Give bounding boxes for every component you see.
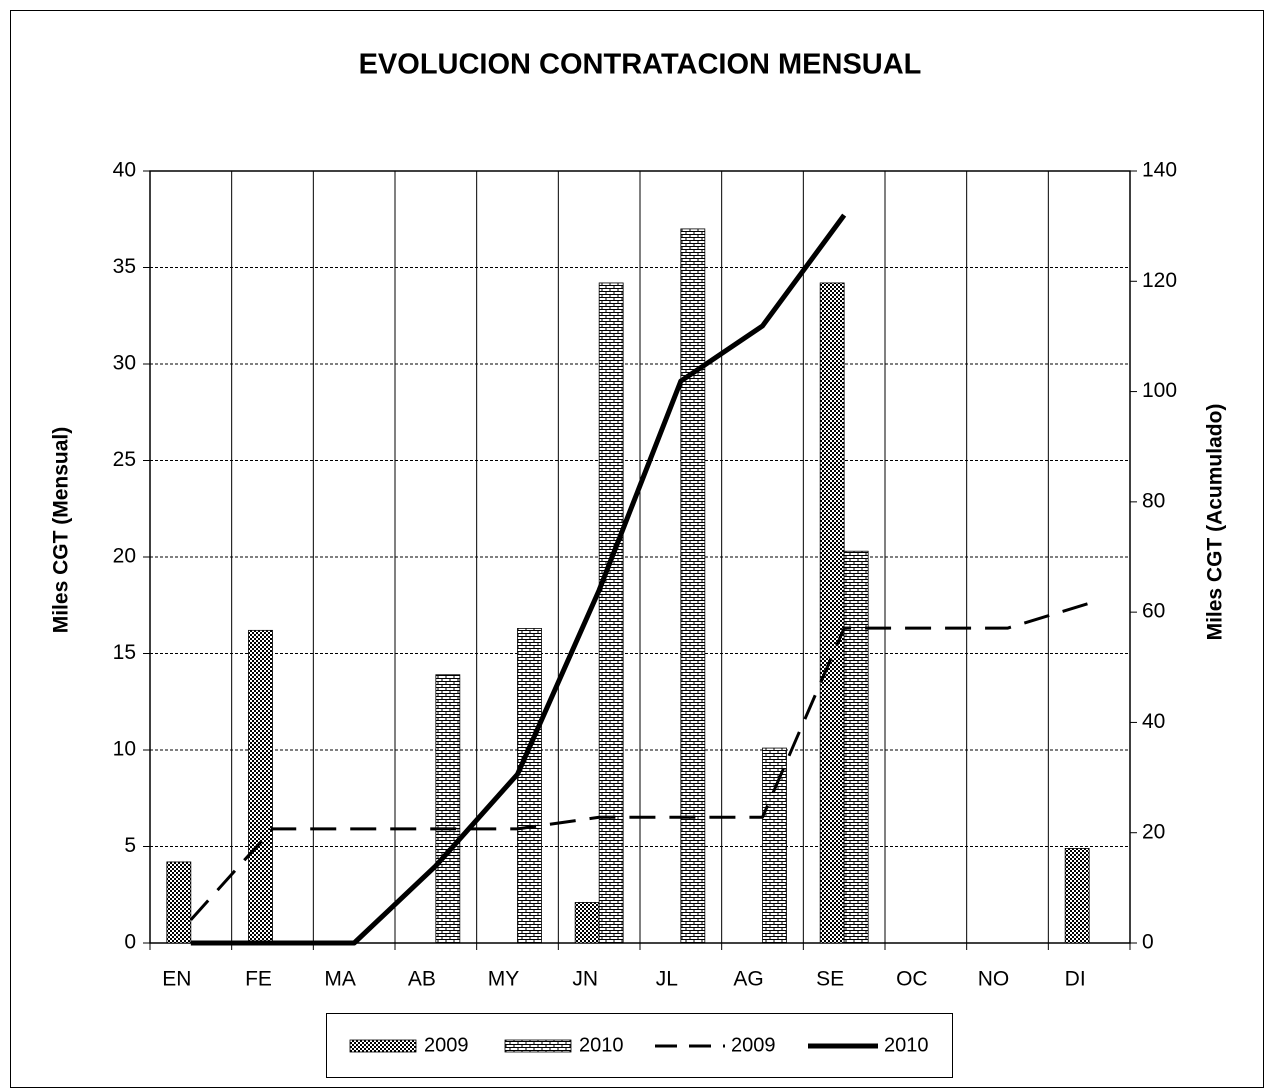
y-axis-title: Miles CGT (Mensual) [50,427,73,634]
bar [762,747,787,944]
chart-title: EVOLUCION CONTRATACION MENSUAL [359,49,922,81]
line [190,213,847,946]
line [189,601,1090,921]
y-tick-label: 0 [124,931,136,954]
bar [1064,848,1090,944]
x-tick-label: MA [324,968,356,991]
bar [843,550,869,944]
legend-label: 2010 [884,1034,929,1056]
bar [517,628,542,944]
x-tick-label: FE [245,968,272,991]
y2-tick-label: 80 [1142,489,1165,512]
x-tick-label: JN [572,968,598,991]
x-tick-label: AG [733,968,763,991]
bar [680,228,706,944]
plot-frame [149,170,1131,944]
x-tick-label: JL [656,968,678,991]
legend-label: 2009 [424,1034,469,1056]
y-tick-label: 35 [113,255,136,278]
y-tick-label: 25 [113,448,136,471]
x-tick-label: NO [978,968,1010,991]
y-tick-label: 10 [113,738,136,761]
bar [598,282,624,944]
x-tick-label: AB [408,968,436,991]
bar [574,902,600,944]
legend-label: 2009 [731,1034,776,1056]
y2-axis-title: Miles CGT (Acumulado) [1204,404,1227,641]
y2-tick-label: 140 [1142,159,1177,182]
y-tick-label: 5 [124,834,136,857]
bar [248,629,273,944]
x-tick-label: EN [162,968,191,991]
bar [819,282,845,944]
legend-swatch [504,1039,572,1053]
x-tick-label: DI [1065,968,1086,991]
x-tick-label: SE [816,968,844,991]
x-tick-label: MY [488,968,520,991]
y-tick-label: 40 [113,159,136,182]
y-tick-label: 30 [113,352,136,375]
bar [166,861,192,944]
y2-tick-label: 120 [1142,269,1177,292]
y-tick-label: 15 [113,641,136,664]
legend-swatch [349,1039,417,1053]
y2-tick-label: 40 [1142,710,1165,733]
y2-tick-label: 60 [1142,600,1165,623]
y2-tick-label: 100 [1142,379,1177,402]
y2-tick-label: 0 [1142,931,1154,954]
y-tick-label: 20 [113,545,136,568]
x-tick-label: OC [896,968,928,991]
y2-tick-label: 20 [1142,820,1165,843]
legend-label: 2010 [579,1034,624,1056]
bar [435,674,461,944]
